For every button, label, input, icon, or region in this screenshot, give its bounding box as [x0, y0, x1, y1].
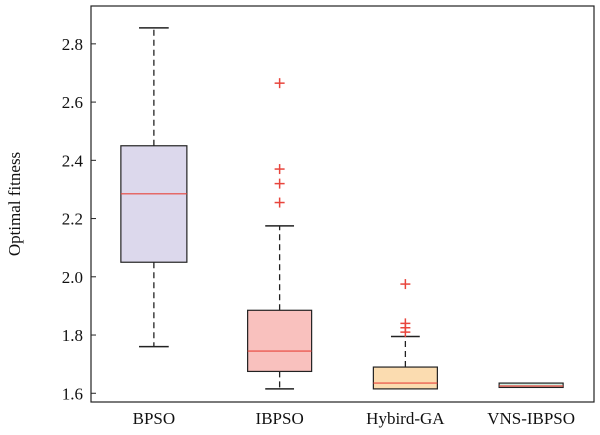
box-vns-ibpso	[498, 382, 564, 389]
box-iqr	[247, 309, 313, 373]
x-tick-label: Hybird-GA	[366, 409, 445, 428]
box-iqr	[498, 382, 564, 389]
y-tick-label: 1.8	[62, 326, 83, 345]
box-iqr	[120, 145, 188, 263]
outlier-marker	[274, 197, 285, 208]
box-hybird-ga	[372, 279, 438, 390]
outlier-marker	[274, 164, 285, 175]
y-tick-label: 2.0	[62, 268, 83, 287]
outlier-marker	[274, 78, 285, 89]
x-tick-label: IBPSO	[256, 409, 304, 428]
plot-frame	[90, 5, 595, 403]
x-tick-label: VNS-IBPSO	[487, 409, 575, 428]
y-axis-title: Optimal fitness	[5, 152, 24, 256]
box-ibpso	[247, 78, 313, 390]
y-tick-label: 2.2	[62, 210, 83, 229]
box-iqr	[372, 366, 438, 390]
outlier-marker	[400, 318, 411, 329]
y-tick-label: 2.4	[62, 151, 84, 170]
x-tick-label: BPSO	[133, 409, 176, 428]
y-tick-label: 2.6	[62, 93, 83, 112]
y-tick-label: 1.6	[62, 384, 83, 403]
outlier-marker	[400, 279, 411, 290]
plot-area: 1.6 1.8 2.0 2.2 2.4 2.6 2.8 BPSO IBPSO Hybird-GA V…	[62, 5, 595, 428]
outlier-marker	[274, 178, 285, 189]
box-bpso	[120, 27, 188, 348]
y-tick-label: 2.8	[62, 35, 83, 54]
